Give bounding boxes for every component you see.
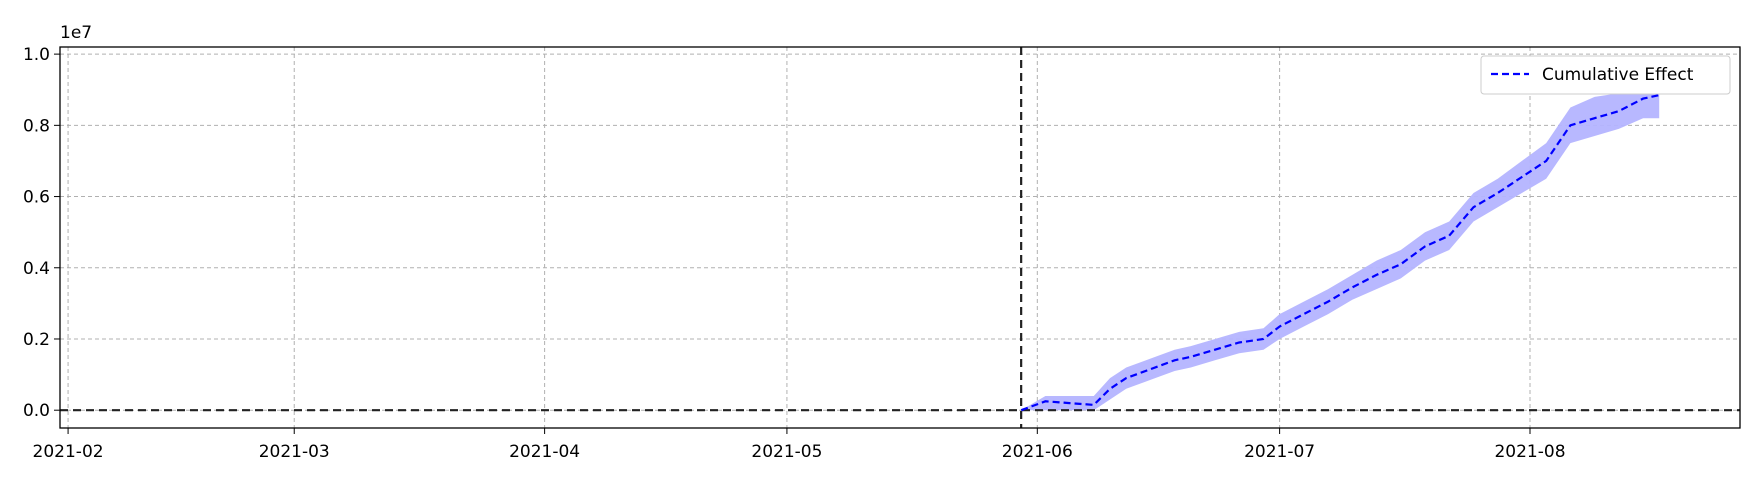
y-multiplier-label: 1e7 bbox=[60, 23, 92, 43]
confidence-band bbox=[1021, 71, 1660, 411]
confidence-band-layer bbox=[1021, 71, 1660, 411]
x-tick-label: 2021-02 bbox=[33, 442, 104, 462]
x-tick-label: 2021-06 bbox=[1002, 442, 1073, 462]
y-tick-label: 0.2 bbox=[23, 330, 50, 350]
x-axis: 2021-02 2021-03 2021-04 2021-05 2021-06 2021-… bbox=[33, 428, 1566, 462]
y-tick-label: 0.6 bbox=[23, 188, 50, 208]
y-axis: 0.0 0.2 0.4 0.6 0.8 1.0 bbox=[23, 45, 60, 421]
y-tick-label: 1.0 bbox=[23, 45, 50, 65]
series-layer bbox=[1020, 94, 1660, 412]
y-tick-label: 0.8 bbox=[23, 116, 50, 136]
legend: Cumulative Effect bbox=[1480, 55, 1731, 95]
reference-lines bbox=[60, 47, 1740, 428]
x-tick-label: 2021-08 bbox=[1494, 442, 1565, 462]
grid bbox=[60, 47, 1740, 428]
legend-box bbox=[1480, 55, 1731, 95]
x-tick-label: 2021-03 bbox=[259, 442, 330, 462]
legend-label: Cumulative Effect bbox=[1542, 65, 1694, 85]
plot-frame bbox=[59, 46, 1741, 429]
x-tick-label: 2021-05 bbox=[751, 442, 822, 462]
x-tick-label: 2021-04 bbox=[509, 442, 580, 462]
x-tick-label: 2021-07 bbox=[1244, 442, 1315, 462]
y-tick-label: 0.4 bbox=[23, 259, 50, 279]
y-tick-label: 0.0 bbox=[23, 401, 50, 421]
cumulative-effect-line bbox=[1020, 94, 1660, 412]
